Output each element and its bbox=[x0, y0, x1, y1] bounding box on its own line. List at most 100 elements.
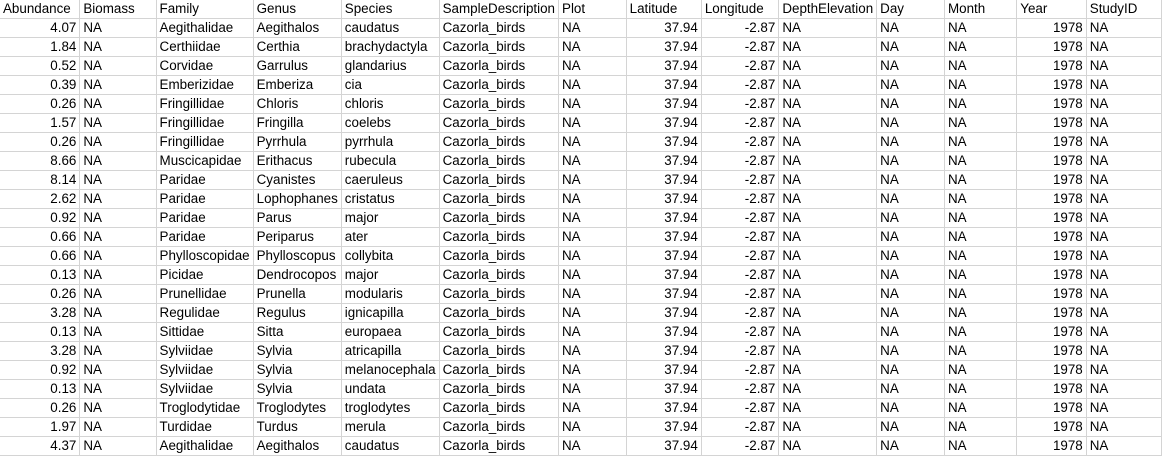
cell-genus[interactable]: Sitta bbox=[253, 322, 342, 342]
cell-abundance[interactable]: 0.66 bbox=[0, 227, 81, 247]
cell-study-id[interactable]: NA bbox=[1086, 75, 1162, 95]
cell-family[interactable]: Troglodytidae bbox=[156, 398, 254, 418]
cell-depth-elevation[interactable]: NA bbox=[778, 37, 878, 57]
cell-species[interactable]: glandarius bbox=[341, 56, 440, 76]
cell-family[interactable]: Aegithalidae bbox=[156, 436, 254, 456]
header-cell-family[interactable]: Family bbox=[156, 0, 254, 19]
cell-genus[interactable]: Pyrrhula bbox=[253, 132, 342, 152]
cell-study-id[interactable]: NA bbox=[1086, 56, 1162, 76]
cell-study-id[interactable]: NA bbox=[1086, 18, 1162, 38]
cell-genus[interactable]: Garrulus bbox=[253, 56, 342, 76]
cell-sample-description[interactable]: Cazorla_birds bbox=[439, 246, 560, 266]
cell-sample-description[interactable]: Cazorla_birds bbox=[439, 303, 560, 323]
cell-biomass[interactable]: NA bbox=[79, 113, 157, 133]
cell-genus[interactable]: Erithacus bbox=[253, 151, 342, 171]
cell-month[interactable]: NA bbox=[944, 417, 1018, 437]
cell-study-id[interactable]: NA bbox=[1086, 436, 1162, 456]
cell-month[interactable]: NA bbox=[944, 265, 1018, 285]
cell-abundance[interactable]: 2.62 bbox=[0, 189, 81, 209]
cell-longitude[interactable]: -2.87 bbox=[701, 75, 780, 95]
cell-year[interactable]: 1978 bbox=[1016, 436, 1087, 456]
cell-species[interactable]: troglodytes bbox=[341, 398, 440, 418]
cell-study-id[interactable]: NA bbox=[1086, 94, 1162, 114]
cell-biomass[interactable]: NA bbox=[79, 75, 157, 95]
cell-species[interactable]: major bbox=[341, 265, 440, 285]
cell-study-id[interactable]: NA bbox=[1086, 303, 1162, 323]
cell-abundance[interactable]: 0.92 bbox=[0, 360, 81, 380]
cell-plot[interactable]: NA bbox=[558, 379, 627, 399]
cell-species[interactable]: caudatus bbox=[341, 436, 440, 456]
cell-sample-description[interactable]: Cazorla_birds bbox=[439, 322, 560, 342]
cell-day[interactable]: NA bbox=[876, 18, 945, 38]
cell-year[interactable]: 1978 bbox=[1016, 189, 1087, 209]
cell-species[interactable]: chloris bbox=[341, 94, 440, 114]
cell-year[interactable]: 1978 bbox=[1016, 132, 1087, 152]
cell-depth-elevation[interactable]: NA bbox=[778, 265, 878, 285]
cell-year[interactable]: 1978 bbox=[1016, 56, 1087, 76]
cell-year[interactable]: 1978 bbox=[1016, 170, 1087, 190]
cell-year[interactable]: 1978 bbox=[1016, 151, 1087, 171]
cell-genus[interactable]: Aegithalos bbox=[253, 436, 342, 456]
cell-depth-elevation[interactable]: NA bbox=[778, 208, 878, 228]
cell-year[interactable]: 1978 bbox=[1016, 75, 1087, 95]
cell-study-id[interactable]: NA bbox=[1086, 170, 1162, 190]
cell-genus[interactable]: Cyanistes bbox=[253, 170, 342, 190]
header-cell-species[interactable]: Species bbox=[341, 0, 440, 19]
cell-month[interactable]: NA bbox=[944, 360, 1018, 380]
cell-year[interactable]: 1978 bbox=[1016, 379, 1087, 399]
cell-latitude[interactable]: 37.94 bbox=[626, 75, 702, 95]
cell-latitude[interactable]: 37.94 bbox=[626, 170, 702, 190]
header-cell-day[interactable]: Day bbox=[876, 0, 945, 19]
cell-month[interactable]: NA bbox=[944, 170, 1018, 190]
cell-species[interactable]: atricapilla bbox=[341, 341, 440, 361]
cell-family[interactable]: Paridae bbox=[156, 227, 254, 247]
cell-year[interactable]: 1978 bbox=[1016, 113, 1087, 133]
cell-study-id[interactable]: NA bbox=[1086, 417, 1162, 437]
header-cell-year[interactable]: Year bbox=[1016, 0, 1087, 19]
cell-depth-elevation[interactable]: NA bbox=[778, 170, 878, 190]
cell-year[interactable]: 1978 bbox=[1016, 398, 1087, 418]
cell-month[interactable]: NA bbox=[944, 37, 1018, 57]
cell-latitude[interactable]: 37.94 bbox=[626, 94, 702, 114]
cell-study-id[interactable]: NA bbox=[1086, 113, 1162, 133]
cell-month[interactable]: NA bbox=[944, 18, 1018, 38]
cell-day[interactable]: NA bbox=[876, 417, 945, 437]
cell-species[interactable]: merula bbox=[341, 417, 440, 437]
cell-depth-elevation[interactable]: NA bbox=[778, 436, 878, 456]
cell-species[interactable]: brachydactyla bbox=[341, 37, 440, 57]
header-cell-abundance[interactable]: Abundance bbox=[0, 0, 81, 19]
cell-longitude[interactable]: -2.87 bbox=[701, 132, 780, 152]
cell-biomass[interactable]: NA bbox=[79, 303, 157, 323]
cell-sample-description[interactable]: Cazorla_birds bbox=[439, 360, 560, 380]
cell-plot[interactable]: NA bbox=[558, 246, 627, 266]
cell-day[interactable]: NA bbox=[876, 360, 945, 380]
cell-month[interactable]: NA bbox=[944, 436, 1018, 456]
cell-longitude[interactable]: -2.87 bbox=[701, 18, 780, 38]
header-cell-depth-elevation[interactable]: DepthElevation bbox=[778, 0, 878, 19]
cell-depth-elevation[interactable]: NA bbox=[778, 322, 878, 342]
cell-latitude[interactable]: 37.94 bbox=[626, 132, 702, 152]
cell-biomass[interactable]: NA bbox=[79, 189, 157, 209]
cell-study-id[interactable]: NA bbox=[1086, 284, 1162, 304]
cell-plot[interactable]: NA bbox=[558, 227, 627, 247]
cell-depth-elevation[interactable]: NA bbox=[778, 151, 878, 171]
cell-sample-description[interactable]: Cazorla_birds bbox=[439, 132, 560, 152]
cell-year[interactable]: 1978 bbox=[1016, 208, 1087, 228]
cell-sample-description[interactable]: Cazorla_birds bbox=[439, 265, 560, 285]
cell-day[interactable]: NA bbox=[876, 170, 945, 190]
cell-plot[interactable]: NA bbox=[558, 322, 627, 342]
cell-day[interactable]: NA bbox=[876, 246, 945, 266]
cell-species[interactable]: ignicapilla bbox=[341, 303, 440, 323]
header-cell-longitude[interactable]: Longitude bbox=[701, 0, 780, 19]
cell-plot[interactable]: NA bbox=[558, 398, 627, 418]
cell-year[interactable]: 1978 bbox=[1016, 227, 1087, 247]
cell-abundance[interactable]: 0.39 bbox=[0, 75, 81, 95]
cell-study-id[interactable]: NA bbox=[1086, 379, 1162, 399]
cell-month[interactable]: NA bbox=[944, 208, 1018, 228]
cell-study-id[interactable]: NA bbox=[1086, 208, 1162, 228]
cell-depth-elevation[interactable]: NA bbox=[778, 303, 878, 323]
cell-day[interactable]: NA bbox=[876, 151, 945, 171]
cell-biomass[interactable]: NA bbox=[79, 360, 157, 380]
cell-year[interactable]: 1978 bbox=[1016, 322, 1087, 342]
cell-month[interactable]: NA bbox=[944, 151, 1018, 171]
